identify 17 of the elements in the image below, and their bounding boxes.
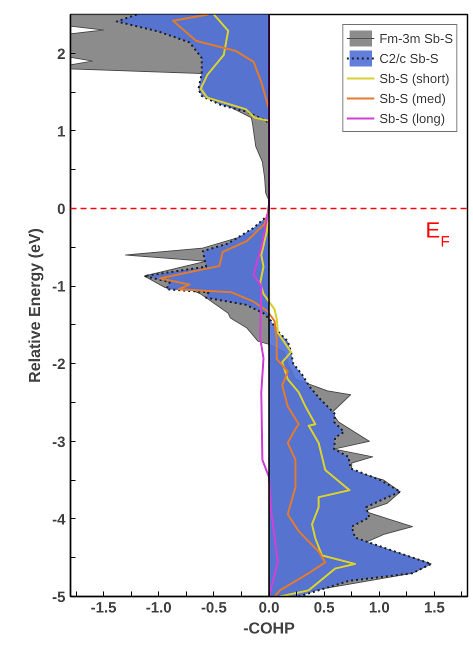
y-tick-label: -4 bbox=[52, 511, 66, 528]
y-tick-label: -1 bbox=[52, 278, 66, 296]
y-tick-label: 0 bbox=[57, 201, 66, 218]
y-tick-label: 2 bbox=[57, 46, 66, 63]
y-tick-label: 1 bbox=[57, 123, 66, 140]
y-axis-title: Relative Energy (eV) bbox=[27, 228, 44, 383]
x-tick-label: -1.5 bbox=[90, 600, 117, 616]
y-tick-label: -2 bbox=[52, 356, 66, 374]
y-tick-label: -3 bbox=[52, 434, 66, 451]
x-tick-label: -0.5 bbox=[200, 600, 227, 616]
x-tick-label: 1.5 bbox=[424, 600, 445, 616]
x-tick-label: 1.0 bbox=[368, 600, 390, 616]
x-tick-label: 0.0 bbox=[258, 600, 280, 616]
x-tick-label: -1.0 bbox=[146, 600, 172, 616]
x-tick-label: 0.5 bbox=[314, 600, 335, 616]
y-tick-label: -5 bbox=[52, 589, 66, 606]
x-axis-title: -COHP bbox=[243, 620, 296, 638]
